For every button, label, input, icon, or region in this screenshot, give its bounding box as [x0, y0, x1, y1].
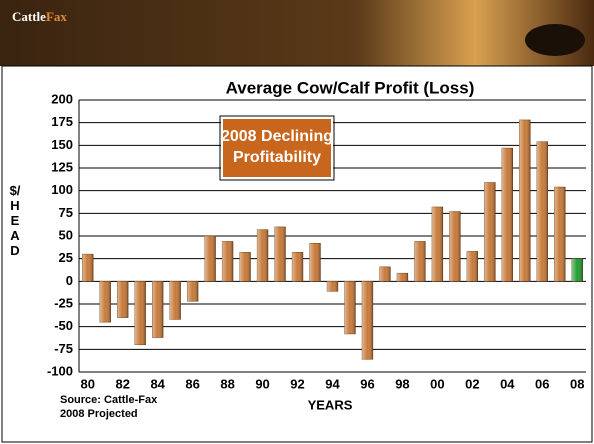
bar-shade	[466, 251, 478, 282]
bar-shade	[501, 148, 513, 282]
bar-shade	[397, 273, 408, 282]
bar-shade	[99, 281, 111, 323]
x-axis-title: YEARS	[308, 397, 353, 412]
bar-shade	[431, 206, 443, 282]
bar-shade	[484, 182, 496, 282]
y-tick-label: -75	[54, 341, 73, 356]
bar-shade	[274, 226, 286, 282]
bar-shade	[222, 241, 234, 282]
x-tick-label: 02	[465, 376, 479, 391]
bar-shade	[536, 141, 548, 282]
bar-shade	[379, 266, 391, 282]
x-tick-label: 92	[290, 376, 304, 391]
bar-shade	[152, 281, 164, 338]
y-tick-label: -25	[54, 295, 73, 310]
x-tick-label: 96	[360, 376, 374, 391]
bar-shade	[344, 281, 356, 334]
bar-shade	[82, 254, 94, 282]
annotation-border	[219, 115, 335, 181]
bar-shade	[362, 281, 373, 360]
source-note: 2008 Projected	[60, 408, 138, 420]
bar-shade	[169, 281, 181, 320]
x-tick-label: 86	[185, 376, 199, 391]
bar-shade	[292, 252, 303, 282]
x-tick-label: 84	[150, 376, 165, 391]
annotation-box	[221, 117, 333, 179]
y-tick-label: 50	[59, 227, 73, 242]
header	[0, 0, 594, 66]
bar-shade	[327, 281, 338, 292]
x-tick-label: 90	[255, 376, 269, 391]
bar-shade	[239, 252, 251, 282]
bar-shade	[571, 258, 583, 282]
source: Source: Cattle-Fax	[60, 394, 158, 406]
x-tick-label: 98	[395, 376, 409, 391]
x-tick-label: 08	[570, 376, 584, 391]
y-tick-label: -100	[47, 363, 73, 378]
bar-shade	[134, 281, 146, 345]
x-tick-label: 94	[325, 376, 340, 391]
y-tick-label: 175	[51, 114, 73, 129]
x-tick-label: 88	[220, 376, 234, 391]
x-tick-label: 06	[535, 376, 549, 391]
cow-image	[525, 24, 585, 56]
bar-shade	[449, 211, 461, 282]
x-tick-label: 04	[500, 376, 515, 391]
y-tick-label: 100	[51, 182, 73, 197]
y-tick-label: 125	[51, 159, 73, 174]
annotation: Profitability	[233, 149, 321, 166]
y-axis-title: $/HEAD	[9, 183, 21, 258]
bar-shade	[309, 243, 321, 282]
y-tick-label: 0	[66, 273, 73, 288]
bar-shade	[204, 236, 216, 282]
y-tick-label: 25	[59, 250, 73, 265]
y-tick-label: 150	[51, 137, 73, 152]
bar-shade	[117, 281, 129, 318]
chart-title: Average Cow/Calf Profit (Loss)	[226, 78, 475, 97]
bar-shade	[519, 119, 531, 282]
y-tick-label: 200	[51, 91, 73, 106]
bar-shade	[414, 241, 426, 282]
y-tick-label: -50	[54, 318, 73, 333]
x-tick-label: 82	[115, 376, 129, 391]
logo: CattleFax	[12, 9, 67, 24]
x-tick-label: 80	[81, 376, 95, 391]
bar-shade	[187, 281, 199, 302]
y-tick-label: 75	[59, 205, 73, 220]
bar-shade	[554, 187, 566, 282]
bar-shade	[257, 229, 268, 282]
x-tick-label: 00	[430, 376, 444, 391]
annotation: 2008 Declining	[221, 128, 333, 145]
